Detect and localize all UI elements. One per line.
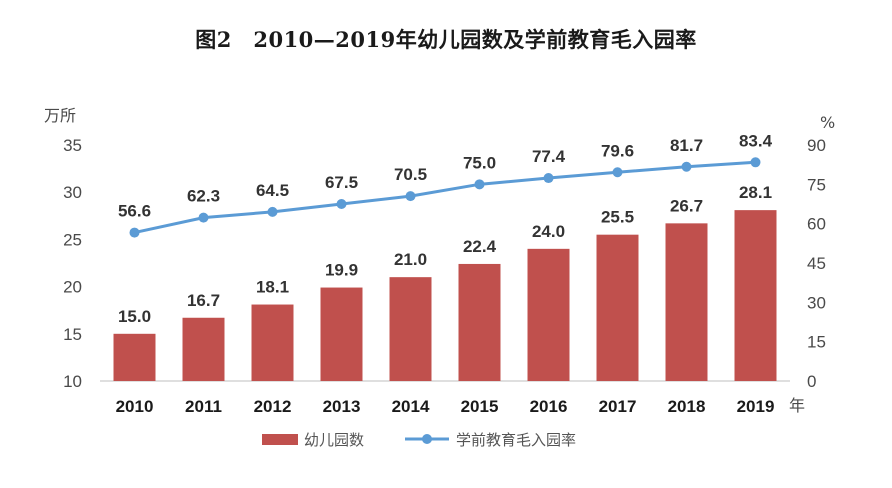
bar-data-label: 24.0 bbox=[532, 222, 565, 241]
x-tick-label: 2015 bbox=[461, 397, 499, 416]
bar-data-label: 28.1 bbox=[739, 183, 772, 202]
bar bbox=[113, 333, 156, 381]
legend-swatch-bar bbox=[262, 434, 298, 445]
line-point bbox=[681, 161, 692, 172]
bar-data-label: 16.7 bbox=[187, 291, 220, 310]
line-data-label: 75.0 bbox=[463, 153, 496, 172]
y-left-tick-label: 10 bbox=[63, 372, 82, 391]
y-right-tick-label: 30 bbox=[807, 293, 826, 312]
line-point bbox=[405, 191, 416, 202]
x-tick-label: 2018 bbox=[668, 397, 706, 416]
x-tick-label: 2017 bbox=[599, 397, 637, 416]
line-point bbox=[750, 157, 761, 168]
y-right-unit-label: % bbox=[820, 113, 835, 132]
y-left-tick-label: 35 bbox=[63, 136, 82, 155]
y-right-tick-label: 75 bbox=[807, 175, 826, 194]
x-tick-label: 2014 bbox=[392, 397, 430, 416]
line-data-label: 64.5 bbox=[256, 181, 289, 200]
line-point bbox=[612, 167, 623, 178]
x-tick-label: 2012 bbox=[254, 397, 292, 416]
legend-label-bar: 幼儿园数 bbox=[304, 431, 364, 449]
bar-data-label: 21.0 bbox=[394, 250, 427, 269]
y-left-tick-label: 30 bbox=[63, 183, 82, 202]
bar bbox=[734, 210, 777, 381]
line-data-label: 70.5 bbox=[394, 165, 427, 184]
line-series-path bbox=[134, 160, 756, 235]
y-left-tick-label: 25 bbox=[63, 230, 82, 249]
bar bbox=[527, 248, 570, 381]
line-point bbox=[336, 199, 347, 209]
bar bbox=[389, 277, 432, 381]
line-point bbox=[543, 173, 554, 184]
line-data-label: 79.6 bbox=[601, 141, 634, 160]
bar-data-label: 15.0 bbox=[118, 307, 151, 326]
y-right-tick-label: 60 bbox=[807, 215, 826, 234]
bar-data-label: 18.1 bbox=[256, 278, 289, 297]
bar-data-label: 26.7 bbox=[670, 196, 703, 215]
line-data-label: 83.4 bbox=[739, 131, 773, 150]
line-data-label: 81.7 bbox=[670, 136, 703, 155]
y-right-tick-label: 90 bbox=[807, 136, 826, 155]
bar bbox=[665, 223, 708, 381]
x-unit-label: 年 bbox=[789, 396, 805, 415]
y-left-tick-label: 15 bbox=[63, 325, 82, 344]
x-tick-label: 2010 bbox=[116, 397, 154, 416]
line-data-label: 56.6 bbox=[118, 202, 151, 221]
bar-data-label: 19.9 bbox=[325, 261, 358, 280]
bar bbox=[251, 304, 294, 381]
line-point bbox=[198, 212, 209, 223]
y-right-tick-label: 0 bbox=[807, 372, 816, 391]
line-point bbox=[267, 206, 278, 217]
bar bbox=[320, 287, 363, 381]
y-left-tick-label: 20 bbox=[63, 278, 82, 297]
x-tick-label: 2013 bbox=[323, 397, 361, 416]
line-data-label: 62.3 bbox=[187, 187, 220, 206]
chart-title: 图2 2010—2019年幼儿园数及学前教育毛入园率 bbox=[195, 27, 697, 52]
x-tick-label: 2011 bbox=[185, 397, 222, 416]
y-right-tick-label: 45 bbox=[807, 254, 826, 273]
bar-data-label: 25.5 bbox=[601, 208, 634, 227]
line-point bbox=[474, 179, 485, 190]
y-left-unit-label: 万所 bbox=[44, 106, 76, 125]
legend-swatch-point bbox=[422, 434, 432, 444]
bar bbox=[596, 234, 639, 381]
x-tick-label: 2019 bbox=[737, 397, 775, 416]
x-tick-label: 2016 bbox=[530, 397, 568, 416]
line-data-label: 67.5 bbox=[325, 173, 358, 192]
bar-data-label: 22.4 bbox=[463, 237, 497, 256]
y-right-tick-label: 15 bbox=[807, 333, 826, 352]
legend-label-line: 学前教育毛入园率 bbox=[456, 431, 576, 449]
bar bbox=[182, 317, 225, 381]
bar bbox=[458, 263, 501, 381]
line-data-label: 77.4 bbox=[532, 147, 566, 166]
line-point bbox=[129, 227, 140, 238]
